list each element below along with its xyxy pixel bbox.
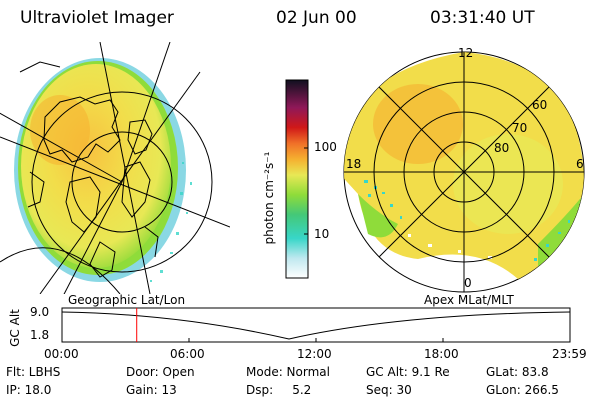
info-mode: Mode: Normal bbox=[246, 365, 330, 379]
info-dsp: Dsp: 5.2 bbox=[246, 383, 312, 397]
alt-xtick-1: 06:00 bbox=[170, 347, 205, 361]
mlt-label-18: 18 bbox=[346, 157, 362, 171]
date-label: 02 Jun 00 bbox=[276, 8, 357, 28]
colorbar-unit-label: photon cm⁻²s⁻¹ bbox=[262, 151, 276, 245]
lat-label-70: 70 bbox=[512, 121, 528, 135]
alt-xtick-2: 12:00 bbox=[297, 347, 332, 361]
lat-label-60: 60 bbox=[532, 98, 548, 112]
colorbar-tick-10: 10 bbox=[314, 227, 330, 241]
mlt-label-6: 6 bbox=[576, 157, 584, 171]
altitude-timeline bbox=[61, 307, 571, 343]
colorbar-tick-100: 100 bbox=[314, 140, 337, 154]
alt-xtick-4: 23:59 bbox=[552, 347, 587, 361]
alt-ytick-bottom: 1.8 bbox=[30, 328, 50, 342]
mlt-label-12: 12 bbox=[458, 46, 474, 60]
colorbar bbox=[285, 79, 309, 279]
lat-label-80: 80 bbox=[494, 141, 510, 155]
geographic-image bbox=[0, 42, 230, 294]
magnetic-polar-plot bbox=[343, 51, 585, 293]
altitude-curve bbox=[61, 311, 571, 340]
alt-xtick-0: 00:00 bbox=[44, 347, 79, 361]
geographic-caption: Geographic Lat/Lon bbox=[68, 293, 186, 307]
apex-caption: Apex MLat/MLT bbox=[424, 293, 514, 307]
info-gc-alt: GC Alt: 9.1 Re bbox=[366, 365, 450, 379]
alt-ylabel: GC Alt bbox=[8, 309, 22, 347]
instrument-title: Ultraviolet Imager bbox=[20, 8, 174, 28]
info-gain: Gain: 13 bbox=[126, 383, 177, 397]
info-seq: Seq: 30 bbox=[366, 383, 412, 397]
mlt-label-0: 0 bbox=[464, 276, 472, 290]
info-ip: IP: 18.0 bbox=[6, 383, 52, 397]
colorbar-scale bbox=[285, 79, 309, 279]
info-glon: GLon: 266.5 bbox=[486, 383, 559, 397]
time-label: 03:31:40 UT bbox=[430, 8, 535, 28]
info-door: Door: Open bbox=[126, 365, 195, 379]
alt-xtick-3: 18:00 bbox=[424, 347, 459, 361]
info-glat: GLat: 83.8 bbox=[486, 365, 549, 379]
alt-ytick-top: 9.0 bbox=[30, 305, 50, 319]
info-filter: Flt: LBHS bbox=[6, 365, 61, 379]
